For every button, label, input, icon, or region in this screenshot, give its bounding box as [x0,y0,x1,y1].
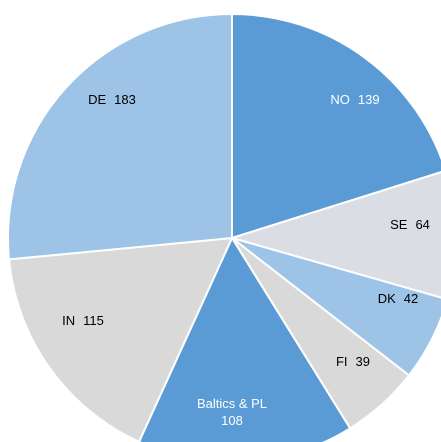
slice-label: DE 183 [88,92,136,107]
value-label: 42 [404,291,418,306]
value-label: 139 [358,92,380,107]
pie-slice [137,235,352,442]
value-label: 64 [415,217,429,232]
value-label: 115 [83,313,104,328]
pie-slice [7,12,233,261]
pie-slice [231,12,441,240]
slice-label: SE 64 [390,217,430,232]
value-label: 183 [114,92,136,107]
pie-slice [228,171,441,299]
slice-label: NO 139 [330,92,379,107]
pie-slice [7,236,234,442]
value-label: 39 [356,354,370,369]
category-label: SE [390,217,408,232]
slice-label: DK 42 [378,291,419,306]
slice-label: FI 39 [336,354,370,369]
category-label: FI [336,354,348,369]
slice-label: IN 115 [62,313,104,328]
category-label: IN [62,313,75,328]
category-label: DE [88,92,106,107]
slice-label: Baltics & PL 108 [197,396,267,428]
category-label: NO [330,92,350,107]
category-label: Baltics & PL [197,396,267,411]
value-label: 108 [221,413,243,428]
category-label: DK [378,291,396,306]
